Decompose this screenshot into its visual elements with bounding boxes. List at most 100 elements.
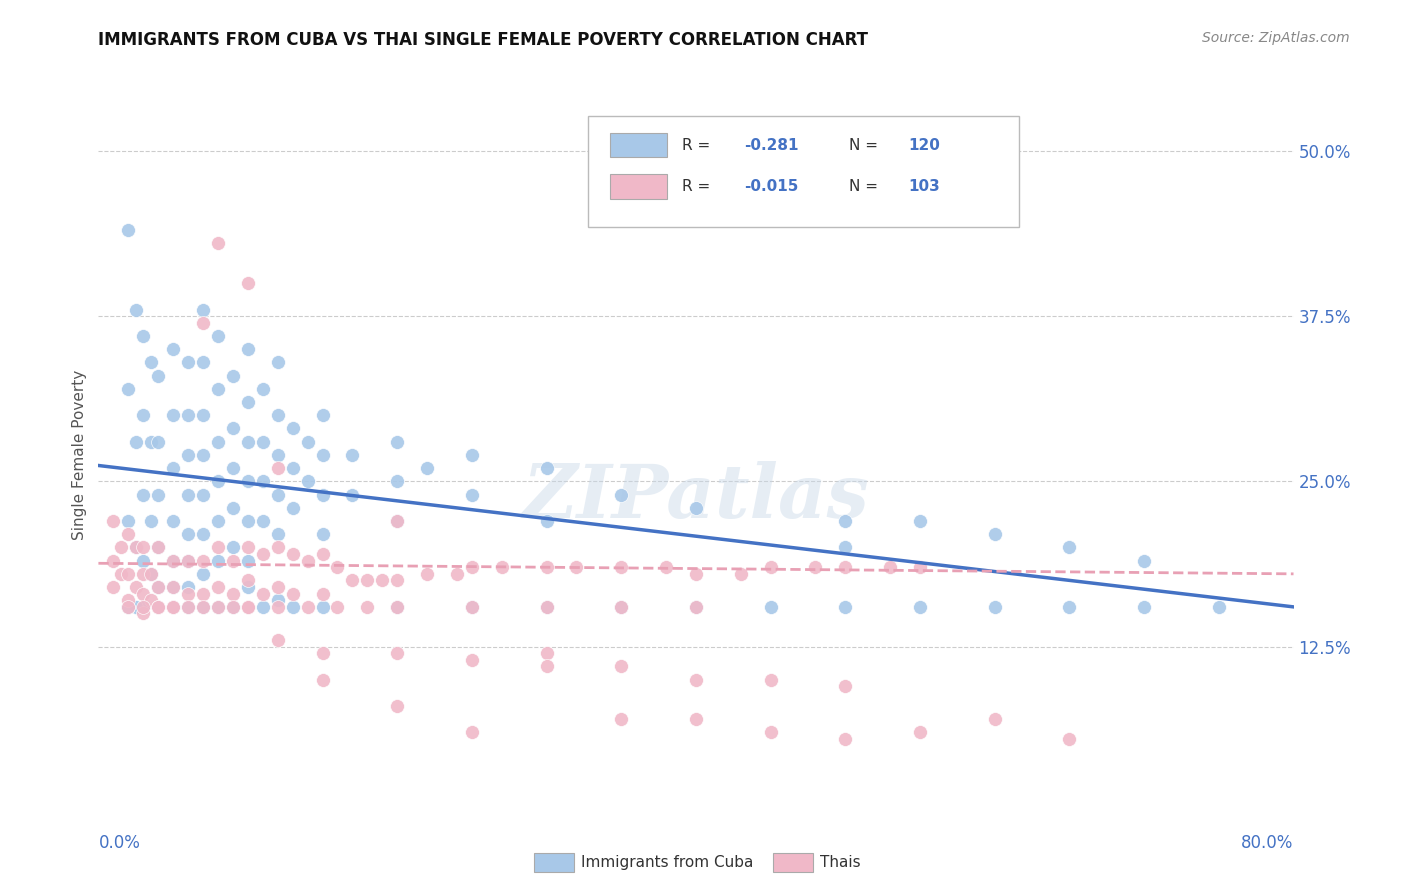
Point	[385, 514, 409, 528]
Point	[236, 599, 259, 614]
Point	[162, 599, 184, 614]
Point	[236, 541, 259, 555]
Point	[191, 566, 214, 581]
Point	[1059, 599, 1081, 614]
Point	[236, 599, 259, 614]
Point	[834, 679, 856, 693]
Point	[132, 329, 155, 343]
Point	[983, 527, 1005, 541]
Point	[162, 599, 184, 614]
Point	[222, 587, 245, 601]
Point	[342, 448, 364, 462]
Point	[236, 580, 259, 594]
Point	[148, 599, 170, 614]
Point	[267, 580, 290, 594]
Point	[281, 500, 304, 515]
Point	[191, 316, 214, 330]
Point	[125, 302, 148, 317]
Point	[222, 599, 245, 614]
Point	[685, 500, 707, 515]
Point	[148, 368, 170, 383]
Point	[125, 541, 148, 555]
Point	[162, 580, 184, 594]
Point	[342, 574, 364, 588]
Point	[385, 599, 409, 614]
Point	[610, 487, 633, 501]
Point	[565, 560, 588, 574]
Point	[177, 527, 200, 541]
Point	[191, 302, 214, 317]
Point	[281, 587, 304, 601]
Point	[610, 659, 633, 673]
Point	[117, 566, 139, 581]
Point	[117, 514, 139, 528]
Point	[117, 382, 139, 396]
Text: ZIPatlas: ZIPatlas	[523, 461, 869, 534]
Point	[110, 541, 132, 555]
Bar	[610, 175, 668, 199]
Bar	[610, 133, 668, 157]
Point	[148, 541, 170, 555]
Point	[117, 223, 139, 237]
Point	[267, 527, 290, 541]
Point	[385, 475, 409, 489]
Point	[385, 646, 409, 660]
Point	[139, 593, 162, 607]
Point	[1059, 541, 1081, 555]
Point	[252, 587, 274, 601]
Point	[536, 599, 558, 614]
Point	[1208, 599, 1230, 614]
Point	[610, 599, 633, 614]
Point	[207, 236, 229, 251]
Point	[191, 448, 214, 462]
Point	[236, 554, 259, 568]
Point	[461, 725, 484, 739]
Point	[117, 599, 139, 614]
Point	[311, 547, 333, 561]
Point	[132, 607, 155, 621]
Point	[655, 560, 678, 574]
Point	[908, 599, 931, 614]
Point	[139, 566, 162, 581]
Point	[177, 487, 200, 501]
Point	[834, 599, 856, 614]
Text: 80.0%: 80.0%	[1241, 834, 1294, 852]
Text: R =: R =	[682, 179, 714, 194]
Point	[252, 547, 274, 561]
Point	[311, 673, 333, 687]
Point	[311, 409, 333, 423]
Point	[908, 560, 931, 574]
Point	[311, 487, 333, 501]
Point	[236, 475, 259, 489]
Point	[110, 566, 132, 581]
Point	[610, 599, 633, 614]
Point	[191, 587, 214, 601]
Point	[311, 527, 333, 541]
Point	[162, 580, 184, 594]
Point	[297, 599, 319, 614]
Point	[162, 514, 184, 528]
Point	[117, 599, 139, 614]
Point	[125, 599, 148, 614]
Point	[297, 434, 319, 449]
Point	[297, 554, 319, 568]
Point	[267, 461, 290, 475]
Point	[139, 514, 162, 528]
Point	[117, 527, 139, 541]
Point	[804, 560, 827, 574]
Point	[162, 342, 184, 356]
Point	[759, 599, 782, 614]
Point	[461, 448, 484, 462]
Point	[536, 599, 558, 614]
Point	[132, 599, 155, 614]
Point	[103, 514, 125, 528]
Point	[236, 434, 259, 449]
Text: Immigrants from Cuba: Immigrants from Cuba	[581, 855, 754, 870]
Point	[834, 560, 856, 574]
Text: Thais: Thais	[820, 855, 860, 870]
FancyBboxPatch shape	[588, 116, 1018, 227]
Text: 120: 120	[908, 137, 941, 153]
Text: 0.0%: 0.0%	[98, 834, 141, 852]
Point	[536, 659, 558, 673]
Point	[177, 587, 200, 601]
